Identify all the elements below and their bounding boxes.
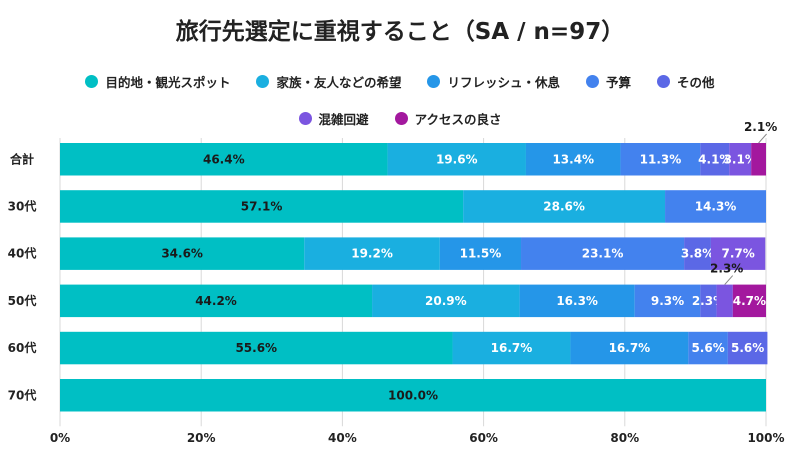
category-label: 60代 (8, 340, 37, 355)
data-label: 14.3% (695, 199, 737, 213)
data-label: 46.4% (203, 152, 245, 166)
category-label: 50代 (8, 293, 37, 308)
bar-segment (688, 331, 728, 365)
bar-segment (372, 284, 520, 318)
bar-segment (570, 331, 689, 365)
legend-swatch (298, 112, 312, 125)
legend-item: 予算 (586, 72, 631, 91)
data-label: 28.6% (543, 199, 585, 213)
data-label: 11.3% (640, 152, 682, 166)
category-label: 合計 (10, 151, 34, 166)
data-label: 5.6% (691, 341, 724, 355)
data-label: 5.6% (731, 341, 764, 355)
bar-segment (60, 331, 453, 365)
data-label: 16.7% (609, 341, 651, 355)
bar-segment (700, 284, 717, 318)
data-label: 20.9% (425, 294, 467, 308)
legend-label: リフレッシュ・休息 (447, 75, 560, 90)
data-label: 44.2% (195, 294, 237, 308)
bar-segment (684, 237, 711, 270)
bar-segment (710, 237, 766, 270)
x-tick-label: 100% (747, 431, 784, 445)
bar-segment (439, 237, 522, 270)
bar-segment (463, 190, 666, 223)
x-tick-label: 0% (50, 431, 70, 445)
legend-swatch (85, 75, 99, 88)
legend-swatch (657, 75, 671, 88)
x-tick-label: 60% (469, 431, 498, 445)
callout-label: 2.1% (744, 120, 777, 134)
legend-swatch (256, 75, 270, 88)
data-label: 7.7% (721, 247, 754, 261)
x-tick-label: 80% (610, 431, 639, 445)
bar-segment (716, 284, 733, 318)
bar-segment (521, 237, 685, 270)
legend-label: 家族・友人などの希望 (276, 75, 402, 90)
legend-row-1: 目的地・観光スポット 家族・友人などの希望 リフレッシュ・休息 予算 その他 (0, 72, 800, 91)
data-label: 16.3% (556, 294, 598, 308)
data-label: 23.1% (582, 247, 624, 261)
category-label: 40代 (8, 246, 37, 261)
data-label: 3.1% (724, 152, 757, 166)
legend-label: その他 (677, 75, 715, 90)
legend-item: その他 (657, 72, 715, 91)
legend-item: 混雑回避 (298, 109, 369, 128)
bar-segment (60, 379, 766, 412)
bar-segment (525, 143, 621, 176)
data-label: 13.4% (552, 152, 594, 166)
bar-segment (60, 190, 464, 223)
legend-swatch (586, 75, 599, 88)
bar-segment (304, 237, 440, 270)
bar-segment (665, 190, 766, 223)
data-label: 4.7% (733, 294, 766, 308)
legend-item: 目的地・観光スポット (85, 72, 230, 91)
legend-item: 家族・友人などの希望 (256, 72, 401, 91)
data-label: 34.6% (161, 247, 203, 261)
legend-swatch (394, 112, 408, 125)
legend-label: 目的地・観光スポット (105, 75, 231, 90)
callout-leader (724, 275, 734, 285)
data-label: 9.3% (651, 294, 684, 308)
bar-segment (60, 237, 305, 270)
bar-segment (751, 143, 766, 176)
legend-row-2: 混雑回避 アクセスの良さ (0, 109, 800, 128)
callout-label: 2.3% (710, 262, 743, 276)
data-label: 19.2% (351, 247, 393, 261)
bar-segment (620, 143, 701, 176)
bar-segment (700, 143, 730, 176)
legend-label: 混雑回避 (318, 112, 369, 127)
legend-label: 予算 (606, 75, 632, 90)
data-label: 57.1% (241, 199, 283, 213)
category-label: 30代 (8, 198, 37, 213)
callout-leader (758, 133, 767, 144)
legend-swatch (427, 75, 441, 88)
data-label: 16.7% (491, 341, 533, 355)
legend-item: リフレッシュ・休息 (427, 72, 560, 91)
data-label: 11.5% (460, 247, 502, 261)
chart-title: 旅行先選定に重視すること（SA / n=97） (175, 19, 625, 45)
category-label: 70代 (8, 387, 37, 402)
bar-segment (60, 284, 373, 318)
x-tick-label: 20% (187, 431, 216, 445)
legend-item: アクセスの良さ (394, 109, 502, 128)
bar-segment (387, 143, 526, 176)
bar-segment (634, 284, 701, 318)
data-label: 3.8% (681, 247, 714, 261)
bar-segment (732, 284, 766, 318)
data-label: 55.6% (235, 341, 277, 355)
legend-label: アクセスの良さ (414, 112, 502, 127)
bar-segment (729, 143, 752, 176)
bar-segment (452, 331, 571, 365)
data-label: 100.0% (388, 388, 438, 402)
data-label: 19.6% (436, 152, 478, 166)
bar-segment (727, 331, 768, 365)
bar-segment (519, 284, 635, 318)
bar-segment (60, 143, 388, 176)
data-label: 4.1% (698, 152, 731, 166)
x-tick-label: 40% (328, 431, 357, 445)
